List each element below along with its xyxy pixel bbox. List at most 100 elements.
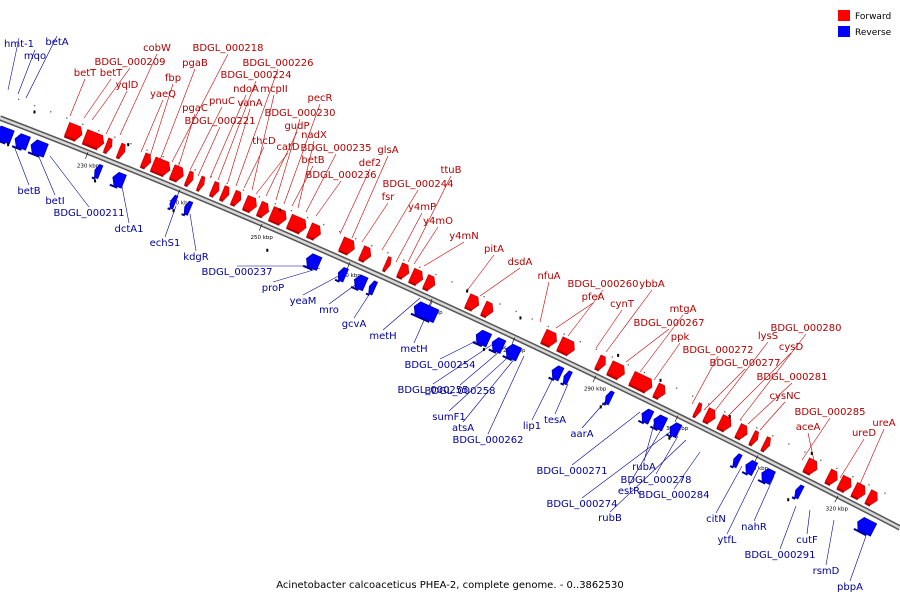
gene-label-mro[interactable]: mro [319,305,339,316]
gene-label-bdgl-000255[interactable]: BDGL_000255 [397,385,468,396]
gene-label-cynt[interactable]: cynT [610,299,635,310]
reverse-gene-block[interactable] [183,200,194,216]
gene-label-lyss[interactable]: lysS [758,331,778,342]
forward-gene-block[interactable] [150,156,171,176]
forward-gene-block[interactable] [692,402,703,417]
gene-label-sumf1[interactable]: sumF1 [432,412,465,423]
gene-label-nadx[interactable]: nadX [301,130,327,141]
forward-gene-block[interactable] [480,300,494,317]
gene-label-pgac[interactable]: pgaC [182,103,208,114]
gene-label-citn[interactable]: citN [706,514,726,525]
forward-gene-block[interactable] [306,222,321,240]
reverse-gene-block[interactable] [732,453,743,469]
forward-gene-block[interactable] [422,274,436,291]
gene-label-mqo[interactable]: mqo [24,51,46,62]
forward-gene-block[interactable] [628,370,653,393]
gene-label-rubb[interactable]: rubB [598,513,622,524]
forward-gene-block[interactable] [268,206,287,225]
gene-label-bdgl-000285[interactable]: BDGL_000285 [794,407,865,418]
forward-gene-block[interactable] [103,137,113,153]
reverse-gene-block[interactable] [669,422,683,439]
forward-gene-block[interactable] [824,468,838,485]
forward-gene-block[interactable] [850,482,866,499]
gene-label-ppk[interactable]: ppk [671,332,690,343]
gene-label-estr[interactable]: estR [618,486,640,497]
gene-label-y4mp[interactable]: y4mP [408,202,436,213]
gene-label-ttub[interactable]: ttuB [440,165,461,176]
gene-label-meth[interactable]: metH [400,344,427,355]
gene-label-bdgl-000271[interactable]: BDGL_000271 [536,466,607,477]
gene-label-bdgl-000267[interactable]: BDGL_000267 [633,318,704,329]
gene-label-bdgl-000260[interactable]: BDGL_000260 [567,279,638,290]
forward-gene-block[interactable] [169,164,184,182]
gene-label-urea[interactable]: ureA [872,418,895,429]
gene-label-bdgl-000280[interactable]: BDGL_000280 [770,323,841,334]
reverse-gene-block[interactable] [94,164,104,180]
forward-gene-block[interactable] [464,293,480,311]
forward-gene-block[interactable] [382,256,392,271]
forward-gene-block[interactable] [196,175,206,191]
gene-label-ybba[interactable]: ybbA [639,279,665,290]
gene-label-fsr[interactable]: fsr [382,192,396,203]
gene-label-yqld[interactable]: yqlD [116,80,139,91]
gene-label-dcta1[interactable]: dctA1 [115,224,144,235]
reverse-gene-block[interactable] [562,370,573,386]
gene-label-gcva[interactable]: gcvA [342,319,367,330]
gene-label-pita[interactable]: pitA [484,244,504,255]
gene-label-bdgl-000277[interactable]: BDGL_000277 [709,358,780,369]
gene-label-bdgl-000209[interactable]: BDGL_000209 [94,57,165,68]
gene-label-thcd[interactable]: thcD [252,136,276,147]
gene-label-bdgl-000230[interactable]: BDGL_000230 [264,108,335,119]
gene-label-ruba[interactable]: rubA [632,462,656,473]
gene-label-y4mo[interactable]: y4mO [423,216,453,227]
gene-label-yeam[interactable]: yeaM [290,296,317,307]
gene-label-bdgl-000278[interactable]: BDGL_000278 [620,475,691,486]
gene-label-nfua[interactable]: nfuA [537,271,560,282]
reverse-gene-block[interactable] [745,460,759,476]
gene-label-prop[interactable]: proP [262,283,284,294]
gene-label-cobw[interactable]: cobW [143,43,171,54]
gene-label-bdgl-000218[interactable]: BDGL_000218 [192,43,263,54]
forward-gene-block[interactable] [286,213,307,233]
gene-label-cysnc[interactable]: cysNC [769,391,800,402]
reverse-gene-block[interactable] [857,517,878,537]
gene-label-bdgl-000254[interactable]: BDGL_000254 [404,360,475,371]
gene-label-bdgl-000235[interactable]: BDGL_000235 [300,143,371,154]
gene-label-echs1[interactable]: echS1 [150,238,181,249]
gene-label-hmt-1[interactable]: hmt-1 [4,39,34,50]
gene-label-tesa[interactable]: tesA [544,415,566,426]
reverse-gene-block[interactable] [413,301,440,324]
gene-label-mtga[interactable]: mtgA [670,304,697,315]
gene-label-gudp[interactable]: gudP [284,121,309,132]
forward-gene-block[interactable] [734,423,748,440]
gene-label-vana[interactable]: vanA [237,98,262,109]
reverse-gene-block[interactable] [169,194,179,210]
forward-gene-block[interactable] [116,142,126,158]
gene-label-fbp[interactable]: fbp [165,73,181,84]
forward-gene-block[interactable] [358,245,372,262]
forward-gene-block[interactable] [748,430,759,446]
gene-label-kdgr[interactable]: kdgR [183,252,208,263]
gene-label-bdgl-000262[interactable]: BDGL_000262 [452,435,523,446]
gene-label-atsa[interactable]: atsA [452,423,474,434]
gene-label-bdgl-000211[interactable]: BDGL_000211 [53,208,124,219]
reverse-gene-block[interactable] [551,365,565,382]
forward-gene-block[interactable] [82,129,105,149]
forward-gene-block[interactable] [184,170,194,186]
gene-label-ured[interactable]: ureD [852,428,876,439]
gene-label-yaeq[interactable]: yaeQ [150,89,176,100]
reverse-gene-block[interactable] [761,468,776,485]
gene-label-bdgl-000237[interactable]: BDGL_000237 [201,267,272,278]
gene-label-betb[interactable]: betB [301,155,324,166]
gene-label-bdgl-000226[interactable]: BDGL_000226 [242,58,313,69]
reverse-gene-block[interactable] [794,484,805,500]
forward-gene-block[interactable] [652,382,666,399]
gene-label-bdgl-000224[interactable]: BDGL_000224 [220,70,291,81]
forward-gene-block[interactable] [702,407,716,424]
gene-label-pbpa[interactable]: pbpA [837,582,863,593]
forward-gene-block[interactable] [408,267,424,285]
gene-label-lip1[interactable]: lip1 [523,421,541,432]
gene-label-pfea[interactable]: pfeA [582,292,605,303]
forward-gene-block[interactable] [802,457,818,475]
gene-label-meth[interactable]: metH [369,331,396,342]
